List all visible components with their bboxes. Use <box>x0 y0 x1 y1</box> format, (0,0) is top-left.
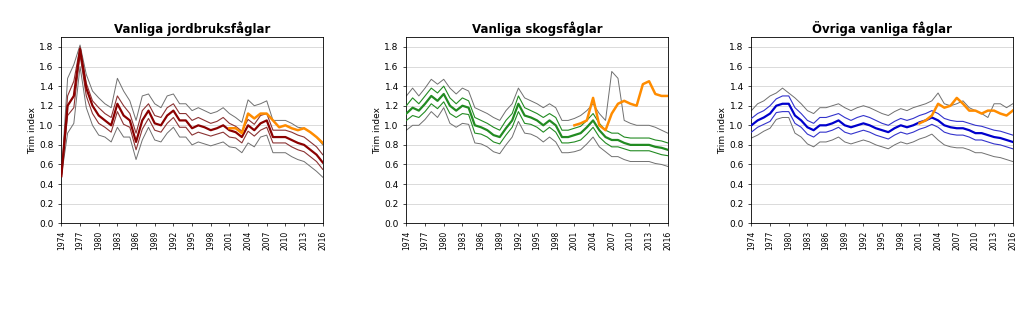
Title: Övriga vanliga fåglar: Övriga vanliga fåglar <box>812 21 952 36</box>
Title: Vanliga skogsfåglar: Vanliga skogsfåglar <box>472 21 603 36</box>
Y-axis label: Trim index: Trim index <box>372 107 382 154</box>
Y-axis label: Trim index: Trim index <box>717 107 726 154</box>
Y-axis label: Trim index: Trim index <box>28 107 37 154</box>
Title: Vanliga jordbruksfåglar: Vanliga jordbruksfåglar <box>114 21 270 36</box>
